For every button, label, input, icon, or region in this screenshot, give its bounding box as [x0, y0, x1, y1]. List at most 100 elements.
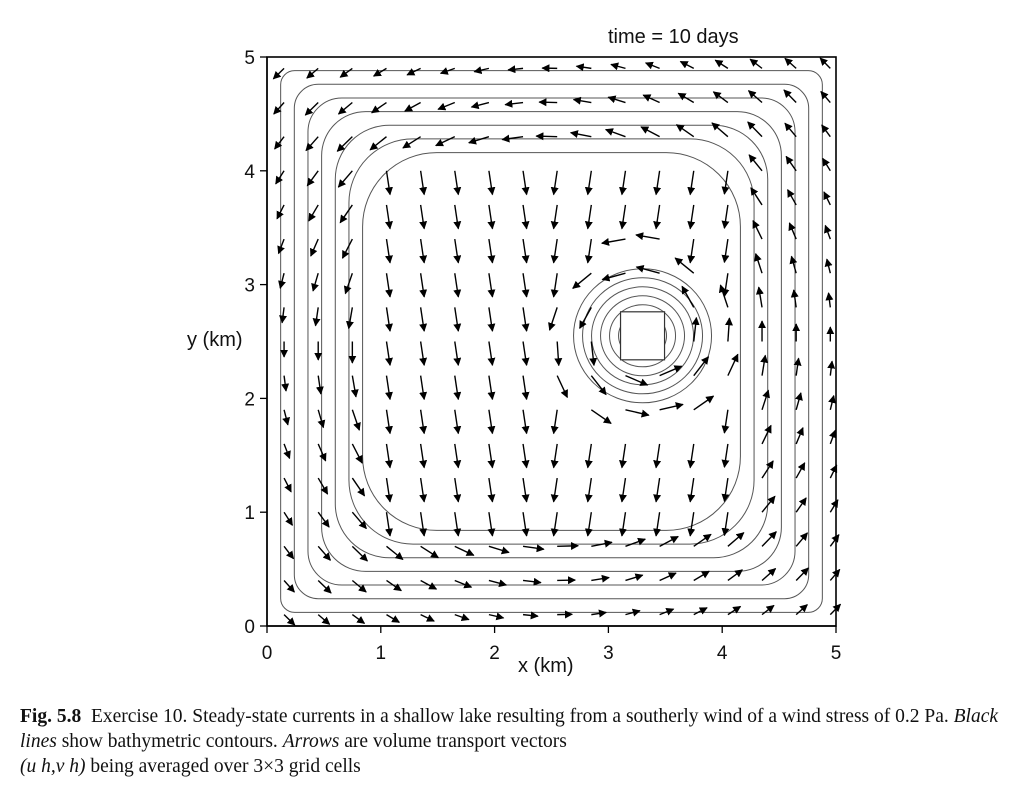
- transport-vector: [419, 170, 428, 196]
- transport-vector: [788, 222, 797, 240]
- transport-vector: [687, 443, 696, 469]
- transport-vector: [308, 204, 319, 222]
- transport-vector: [687, 204, 696, 230]
- transport-vector: [337, 170, 353, 188]
- transport-vector: [619, 477, 627, 503]
- transport-vector: [679, 60, 695, 70]
- transport-vector: [625, 608, 641, 617]
- transport-vector: [385, 238, 393, 264]
- transport-vector: [386, 545, 404, 561]
- transport-vector: [317, 545, 331, 561]
- transport-vector: [278, 273, 286, 290]
- transport-vector: [590, 409, 612, 425]
- y-tick-label: 3: [244, 276, 255, 297]
- transport-vector: [755, 286, 764, 308]
- transport-vector: [625, 374, 649, 386]
- transport-vector: [687, 170, 696, 196]
- transport-vector: [820, 90, 831, 103]
- transport-vector: [521, 170, 530, 196]
- transport-vector: [351, 614, 366, 625]
- transport-vector: [550, 238, 559, 264]
- transport-vector: [487, 307, 496, 332]
- transport-vector: [419, 409, 428, 435]
- transport-vector: [687, 477, 696, 503]
- plot-area: [266, 56, 842, 627]
- transport-vector: [693, 570, 710, 582]
- transport-vector: [785, 155, 797, 172]
- transport-vector: [548, 307, 558, 331]
- transport-vector: [453, 238, 462, 264]
- transport-vector: [572, 272, 592, 289]
- transport-vector: [372, 67, 387, 77]
- transport-vector: [795, 604, 808, 616]
- transport-vector: [784, 122, 797, 138]
- transport-vector: [522, 577, 542, 586]
- transport-vector: [406, 67, 421, 76]
- x-tick-label: 0: [262, 643, 273, 664]
- transport-vector: [275, 170, 285, 185]
- transport-vector: [579, 307, 592, 330]
- transport-vector: [306, 67, 319, 79]
- transport-vector: [712, 91, 729, 104]
- transport-vector: [385, 512, 393, 537]
- transport-vector: [385, 307, 393, 332]
- transport-vector: [795, 497, 807, 513]
- transport-vector: [687, 238, 696, 264]
- transport-vector: [341, 238, 353, 259]
- island: [619, 311, 666, 361]
- transport-vector: [557, 541, 579, 550]
- transport-vector: [385, 443, 393, 469]
- caption-vector-expr: (u h,v h): [20, 756, 86, 777]
- transport-vector: [311, 273, 319, 292]
- transport-vector: [504, 99, 524, 108]
- transport-vector: [521, 238, 530, 264]
- transport-vector: [306, 170, 319, 187]
- transport-vector: [787, 188, 797, 206]
- transport-vector: [653, 204, 662, 230]
- transport-vector: [339, 67, 353, 78]
- transport-vector: [584, 238, 593, 264]
- transport-vector: [351, 579, 367, 593]
- transport-vector: [386, 579, 402, 592]
- transport-vector: [487, 375, 496, 401]
- transport-vector: [604, 128, 626, 138]
- transport-vector: [304, 102, 319, 116]
- transport-vector: [601, 238, 626, 246]
- transport-vector: [351, 443, 363, 464]
- transport-vector: [351, 477, 366, 497]
- x-tick-label: 3: [603, 643, 614, 664]
- transport-vector: [795, 532, 808, 547]
- transport-vector: [419, 273, 428, 298]
- transport-vector: [419, 512, 428, 537]
- transport-vector: [687, 512, 696, 537]
- transport-vector: [575, 63, 592, 72]
- transport-vector: [644, 61, 660, 70]
- transport-vector: [572, 96, 592, 105]
- transport-vector: [829, 603, 842, 616]
- transport-vector: [453, 409, 462, 435]
- transport-vector: [277, 238, 285, 255]
- transport-vector: [339, 204, 353, 224]
- transport-vector: [601, 272, 626, 282]
- transport-vector: [550, 204, 559, 230]
- transport-vector: [419, 341, 428, 367]
- transport-vector: [754, 252, 763, 274]
- transport-vector: [824, 258, 833, 274]
- transport-vector: [487, 512, 496, 537]
- transport-vector: [453, 512, 462, 537]
- transport-vector: [584, 170, 593, 196]
- transport-vector: [550, 409, 559, 435]
- transport-vector: [419, 204, 428, 230]
- transport-vector: [345, 307, 354, 330]
- y-tick-label: 1: [244, 503, 255, 524]
- transport-vector: [795, 567, 809, 581]
- transport-vector: [589, 341, 598, 367]
- transport-vector: [351, 511, 367, 530]
- transport-vector: [795, 392, 803, 410]
- transport-vector: [659, 608, 675, 616]
- caption-text-2: show bathymetric contours.: [56, 731, 283, 752]
- transport-vector: [747, 90, 763, 104]
- transport-vector: [453, 170, 462, 196]
- transport-vector: [727, 532, 745, 547]
- transport-vector: [750, 187, 763, 206]
